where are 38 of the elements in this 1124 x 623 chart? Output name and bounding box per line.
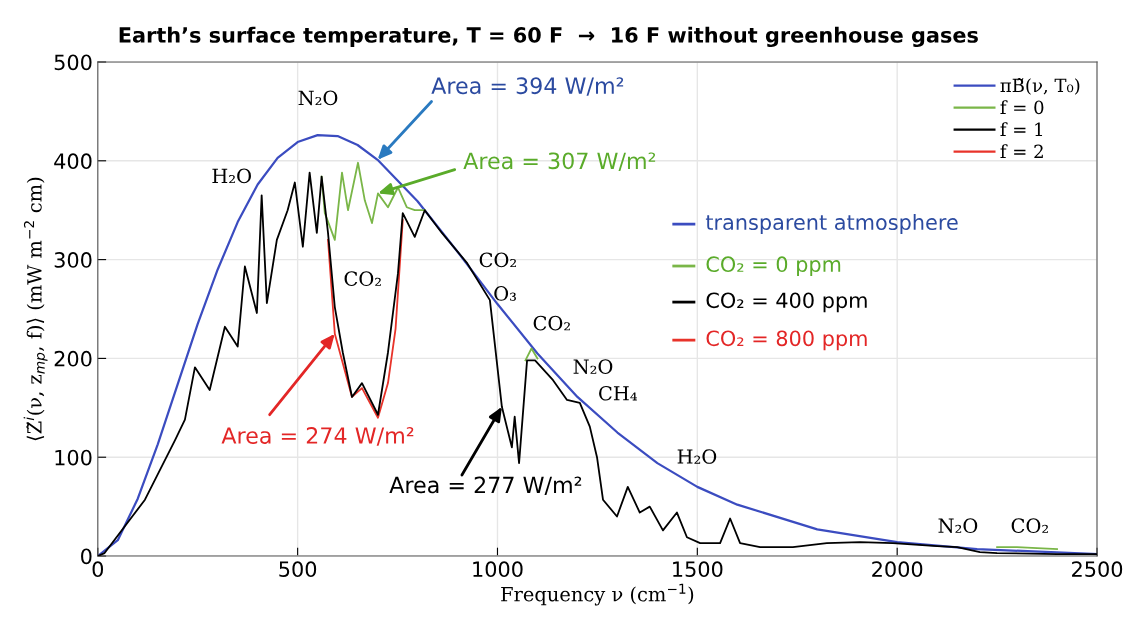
x-tick-label: 1000 (473, 561, 523, 578)
annotation: N₂O (938, 518, 978, 534)
y-tick-label: 100 (55, 449, 92, 466)
y-tick-label: 400 (54, 153, 92, 170)
y-tick-label: 200 (54, 350, 92, 367)
annotation: CO₂ (344, 271, 381, 286)
annotation: Area = 277 W/m² (389, 476, 582, 496)
x-tick-label: 500 (279, 561, 317, 578)
annotation: H₂O (212, 168, 251, 184)
annotation: Area = 307 W/m² (463, 152, 656, 171)
chart-title: Earth’s surface temperature, T = 60 F → 16 F without greenhouse gases (119, 26, 978, 48)
annotation: N₂O (573, 359, 613, 374)
x-tick-label: 2000 (872, 561, 923, 578)
legend-label: f = 2 (1000, 144, 1043, 158)
legend-label: f = 0 (1000, 100, 1044, 115)
annotation: CO₂ (533, 315, 570, 331)
x-tick-label: 2500 (1072, 561, 1123, 578)
legend-label: f = 1 (1000, 122, 1043, 136)
y-tick-label: 300 (54, 252, 92, 268)
annotation: N₂O (298, 90, 338, 106)
annotation: transparent atmosphere (705, 213, 958, 235)
annotation: Area = 274 W/m² (221, 427, 414, 446)
annotation: CO₂ = 0 ppm (706, 256, 841, 277)
annotation: CO₂ (479, 252, 516, 268)
x-tick-label: 1500 (673, 561, 723, 578)
y-axis-title: ⟨Z̃$^{i}$(ν, z$_{mp}$, f)⟩ (mW m$^{−2}$ cm) (23, 177, 48, 441)
annotation: CO₂ (1011, 518, 1048, 534)
annotation: CH₄ (599, 385, 638, 401)
y-tick-label: 500 (54, 54, 92, 71)
annotation: CO₂ = 400 ppm (706, 292, 867, 313)
x-tick-label: 0 (92, 561, 104, 578)
annotation: CO₂ = 800 ppm (706, 330, 867, 351)
annotation: O₃ (494, 286, 516, 301)
annotation: Area = 394 W/m² (431, 77, 624, 96)
x-axis-title: Frequency ν (cm$^{−1}$) (501, 583, 694, 606)
y-tick-label: 0 (81, 548, 92, 565)
legend-label: πB̃(ν, T₀) (1000, 77, 1080, 95)
annotation: H₂O (677, 449, 717, 464)
